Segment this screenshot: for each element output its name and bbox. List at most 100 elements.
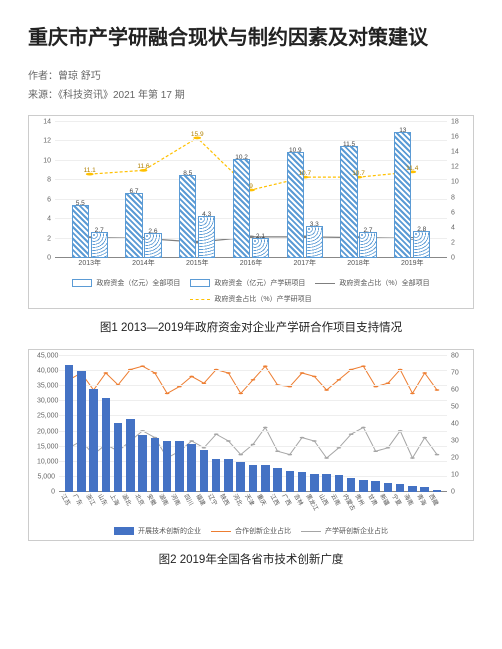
legend-label: 合作创新企业占比 bbox=[235, 526, 291, 536]
legend-line-grey-icon bbox=[301, 531, 321, 532]
data-label: 3.3 bbox=[310, 221, 319, 228]
legend-label: 政府资金（亿元）全部项目 bbox=[96, 278, 180, 288]
data-label: 11.4 bbox=[406, 165, 418, 172]
bar bbox=[394, 132, 411, 258]
x-axis-label: 2014年 bbox=[132, 258, 155, 268]
chart2-caption: 图2 2019年全国各省市技术创新广度 bbox=[28, 551, 474, 567]
data-label: 11.5 bbox=[343, 141, 355, 148]
bar bbox=[252, 238, 269, 258]
chart1-caption: 图1 2013—2019年政府资金对企业产学研合作项目支持情况 bbox=[28, 319, 474, 335]
author-line: 作者：曾琼 舒巧 bbox=[28, 67, 474, 82]
bar bbox=[322, 474, 331, 492]
bar bbox=[102, 398, 111, 492]
chart1-container: 02468101214 024681012141618 5.52.76.72.6… bbox=[28, 115, 474, 309]
bar bbox=[198, 216, 215, 258]
bar bbox=[286, 471, 295, 492]
x-axis-label: 广东 bbox=[71, 492, 85, 507]
data-label: 2.8 bbox=[417, 226, 426, 233]
x-axis-label: 甘肃 bbox=[366, 492, 380, 507]
x-axis-label: 青海 bbox=[415, 492, 429, 507]
x-axis-label: 2018年 bbox=[347, 258, 370, 268]
x-axis-label: 广西 bbox=[280, 492, 294, 507]
data-label: 2.6 bbox=[148, 228, 157, 235]
bar bbox=[273, 468, 282, 492]
x-axis-label: 河南 bbox=[170, 492, 184, 507]
data-label: 2.1 bbox=[256, 233, 265, 240]
data-label: 2.7 bbox=[95, 227, 104, 234]
bar bbox=[335, 475, 344, 492]
bar bbox=[125, 193, 142, 258]
x-axis-label: 云南 bbox=[329, 492, 343, 507]
x-axis-label: 西藏 bbox=[427, 492, 441, 507]
data-label: 13 bbox=[399, 127, 406, 134]
x-axis-label: 2015年 bbox=[186, 258, 209, 268]
data-label: 11.6 bbox=[137, 163, 149, 170]
data-label: 10.7 bbox=[352, 170, 365, 177]
legend-line-orange-icon bbox=[211, 531, 231, 532]
bar bbox=[144, 233, 161, 258]
bar bbox=[224, 459, 233, 492]
x-axis-label: 陕西 bbox=[219, 492, 233, 507]
x-axis-label: 吉林 bbox=[292, 492, 306, 507]
bar bbox=[347, 478, 356, 492]
x-axis-label: 辽宁 bbox=[206, 492, 220, 507]
bar bbox=[359, 480, 368, 492]
bar bbox=[249, 465, 258, 492]
bar bbox=[163, 441, 172, 492]
x-axis-label: 海南 bbox=[403, 492, 417, 507]
bar bbox=[287, 152, 304, 258]
bar bbox=[306, 226, 323, 258]
legend-label: 开展技术创新的企业 bbox=[138, 526, 201, 536]
bar bbox=[310, 474, 319, 492]
legend-swatch-hatched-icon bbox=[72, 279, 92, 287]
legend-swatch-dotted-icon bbox=[190, 279, 210, 287]
x-axis-label: 2013年 bbox=[78, 258, 101, 268]
bar bbox=[298, 472, 307, 492]
data-label: 10.2 bbox=[235, 154, 248, 161]
x-axis-label: 四川 bbox=[182, 492, 196, 507]
x-axis-label: 江西 bbox=[268, 492, 282, 507]
data-label: 8.5 bbox=[183, 170, 192, 177]
source-line: 来源：《科技资讯》2021 年第 17 期 bbox=[28, 86, 474, 101]
bar bbox=[261, 465, 270, 492]
legend-line-gold-icon bbox=[190, 299, 210, 300]
data-label: 5.5 bbox=[76, 200, 85, 207]
legend-label: 产学研创新企业占比 bbox=[325, 526, 388, 536]
legend-swatch-blue-icon bbox=[114, 527, 134, 535]
bar bbox=[151, 438, 160, 492]
x-axis-label: 山东 bbox=[96, 492, 110, 507]
bar bbox=[175, 441, 184, 492]
legend-label: 政府资金（亿元）产学研项目 bbox=[214, 278, 305, 288]
x-axis-label: 湖南 bbox=[157, 492, 171, 507]
data-label: 9 bbox=[249, 183, 253, 190]
x-axis-label: 河北 bbox=[231, 492, 245, 507]
bar bbox=[200, 450, 209, 492]
x-axis-label: 2016年 bbox=[240, 258, 263, 268]
x-axis-label: 福建 bbox=[194, 492, 208, 507]
data-label: 6.7 bbox=[129, 188, 138, 195]
bar bbox=[91, 232, 108, 258]
bar bbox=[138, 435, 147, 492]
legend-line-grey-icon bbox=[315, 283, 335, 284]
legend-label: 政府资金占比（%）产学研项目 bbox=[214, 294, 311, 304]
bar bbox=[126, 419, 135, 492]
chart1-plot: 02468101214 024681012141618 5.52.76.72.6… bbox=[55, 122, 447, 272]
x-axis-label: 重庆 bbox=[255, 492, 269, 507]
bar bbox=[114, 423, 123, 493]
chart2-plot: 05,00010,00015,00020,00025,00030,00035,0… bbox=[59, 356, 447, 506]
x-axis-label: 北京 bbox=[133, 492, 147, 507]
bar bbox=[236, 462, 245, 492]
bar bbox=[396, 484, 405, 492]
bar bbox=[77, 371, 86, 492]
document-title: 重庆市产学研融合现状与制约因素及对策建议 bbox=[28, 24, 474, 53]
data-label: 11.1 bbox=[84, 167, 96, 174]
legend-label: 政府资金占比（%）全部项目 bbox=[339, 278, 429, 288]
bar bbox=[187, 444, 196, 492]
x-axis-label: 宁夏 bbox=[390, 492, 404, 507]
x-axis-label: 天津 bbox=[243, 492, 257, 507]
x-axis-label: 江苏 bbox=[59, 492, 73, 507]
x-axis-label: 新疆 bbox=[378, 492, 392, 507]
bar bbox=[413, 231, 430, 258]
bar bbox=[72, 205, 89, 258]
data-label: 2.7 bbox=[363, 227, 372, 234]
